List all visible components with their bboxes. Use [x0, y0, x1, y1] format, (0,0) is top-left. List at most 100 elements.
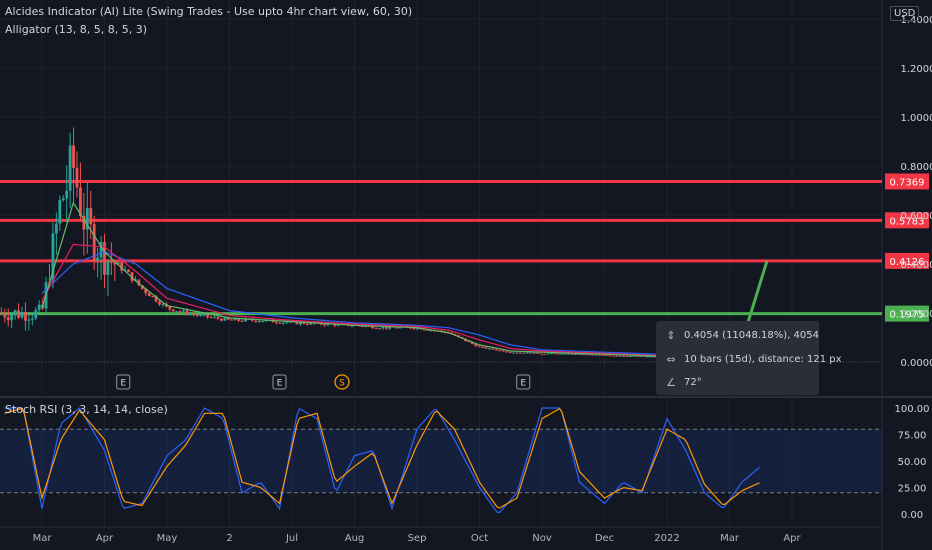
candle-body [426, 329, 430, 331]
candle-body [278, 322, 282, 324]
stoch-tick-label: 75.00 [898, 431, 927, 442]
measure-tooltip: ⇕ 0.4054 (11048.18%), 4054 ⇔ 10 bars (15… [656, 321, 842, 395]
indicator-legend[interactable]: Alcides Indicator (AI) Lite (Swing Trade… [5, 5, 413, 18]
candle-body [140, 285, 144, 289]
candle-body [632, 355, 636, 357]
candle-body [65, 190, 69, 199]
candle-body [412, 328, 416, 330]
candle-body [189, 313, 192, 315]
price-tick-label: 0.8000 [901, 162, 932, 173]
candle-body [127, 269, 130, 273]
earnings-marker-label: E [120, 379, 126, 389]
bar-range-icon: ⇔ [666, 353, 676, 366]
candle-body [237, 318, 240, 321]
candle-body [68, 145, 72, 191]
candle-body [299, 322, 302, 325]
candle-body [604, 354, 608, 356]
x-tick-label: Oct [471, 533, 488, 544]
candle-body [608, 355, 612, 357]
candle-body [618, 355, 622, 357]
candle-body [96, 257, 100, 261]
candle-body [305, 323, 309, 325]
candle-body [137, 279, 141, 286]
candle-body [199, 314, 203, 316]
stoch-band [0, 429, 882, 493]
candle-body [512, 352, 515, 354]
level-tag-label: 0.5783 [890, 216, 925, 227]
level-tag [885, 305, 929, 322]
candle-body [567, 353, 570, 355]
candle-body [560, 353, 564, 355]
candle-body [635, 355, 639, 357]
candle-body [10, 314, 14, 321]
price-tick-label: 1.0000 [901, 113, 932, 124]
candle-body [374, 328, 378, 330]
candle-body [109, 261, 113, 263]
candle-body [395, 327, 399, 329]
candle-body [364, 325, 368, 327]
stoch-tick-label: 100.00 [895, 404, 930, 415]
candle-body [302, 322, 306, 324]
alligator-jaw-line [41, 251, 730, 361]
candle-body [467, 341, 471, 343]
candle-body [580, 353, 584, 355]
level-tag-label: 0.4126 [890, 257, 925, 268]
candle-body [505, 351, 509, 353]
event-markers[interactable]: EESEE [116, 374, 724, 390]
candle-body [543, 353, 546, 355]
earnings-marker [272, 374, 287, 390]
candle-body [429, 330, 433, 332]
candle-body [601, 354, 605, 356]
candle-body [591, 354, 595, 356]
candle-body [92, 224, 96, 261]
candle-body [168, 306, 172, 310]
level-tag [885, 173, 929, 190]
candle-body [89, 208, 93, 225]
x-tick-label: Sep [408, 533, 427, 544]
candle-body [491, 348, 495, 350]
candle-body [360, 325, 364, 327]
candle-body [206, 314, 210, 318]
x-tick-label: Jul [285, 533, 298, 544]
currency-button[interactable]: USD [890, 6, 920, 21]
candle-body [240, 320, 244, 322]
earnings-marker-label: E [520, 379, 526, 389]
candle-body [549, 353, 553, 355]
candle-body [498, 350, 502, 352]
candle-body [371, 325, 375, 329]
candle-body [219, 318, 223, 321]
candle-body [646, 356, 650, 358]
candle-body [625, 356, 629, 358]
stoch-d-line [4, 407, 760, 509]
candle-body [629, 355, 632, 357]
price-panel-series [0, 127, 769, 363]
candle-body [649, 356, 653, 358]
stoch-tick-label: 25.00 [898, 484, 927, 495]
candle-body [384, 327, 388, 329]
x-tick-label: Dec [595, 533, 614, 544]
level-tag [885, 252, 929, 269]
candle-body [611, 355, 615, 357]
angle-icon: ∠ [666, 376, 676, 389]
earnings-marker [116, 374, 131, 390]
x-tick-label: Aug [345, 533, 365, 544]
candle-body [226, 317, 230, 320]
measure-bars: 10 bars (15d), distance: 121 px [684, 354, 842, 365]
candle-body [309, 322, 313, 325]
candle-body [54, 223, 58, 234]
alligator-legend[interactable]: Alligator (13, 8, 5, 8, 5, 3) [5, 23, 148, 36]
candle-body [285, 322, 289, 324]
candle-body [532, 352, 536, 354]
candle-body [216, 317, 220, 319]
measure-price: 0.4054 (11048.18%), 4054 [684, 330, 819, 341]
candle-body [113, 262, 117, 265]
candle-body [584, 354, 588, 356]
stoch-rsi-legend[interactable]: Stoch RSI (3, 3, 14, 14, close) [5, 403, 168, 416]
candle-body [594, 354, 598, 356]
x-tick-label: Apr [96, 533, 114, 544]
candle-body [30, 318, 34, 320]
x-tick-label: Mar [33, 533, 53, 544]
candle-body [254, 320, 258, 322]
candle-body [61, 198, 65, 201]
